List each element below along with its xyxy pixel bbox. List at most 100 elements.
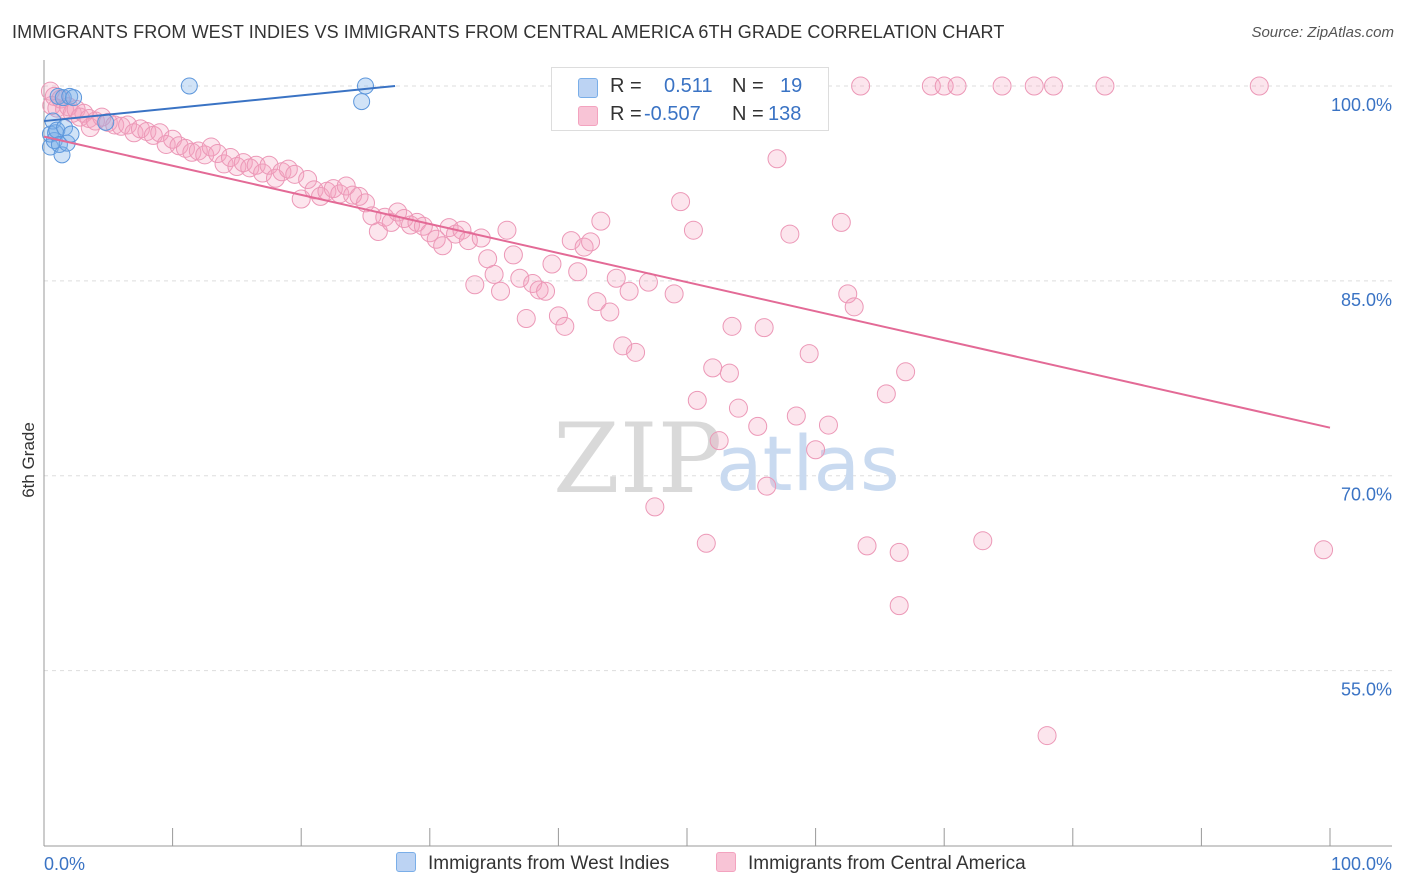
data-point-central-america (619, 281, 639, 301)
data-point-central-america (728, 398, 748, 418)
legend-n-value: 19 (780, 75, 803, 97)
data-point-central-america (368, 221, 388, 241)
data-point-central-america (529, 280, 549, 300)
legend-row-west-indies: R = 0.511 N = 19 (552, 72, 828, 102)
y-tick-label: 55.0% (1341, 680, 1392, 700)
data-point-central-america (606, 268, 626, 288)
bottom-legend-swatch-pink (716, 852, 736, 872)
legend-swatch-pink (578, 106, 598, 126)
data-point-central-america (253, 163, 273, 183)
y-tick-label: 70.0% (1341, 485, 1392, 505)
data-point-central-america (497, 220, 517, 240)
data-point-central-america (683, 220, 703, 240)
data-point-central-america (709, 431, 729, 451)
data-point-central-america (799, 344, 819, 364)
data-point-west-indies (180, 77, 198, 95)
watermark-atlas: atlas (716, 419, 900, 508)
data-point-central-america (876, 384, 896, 404)
data-point-central-america (857, 536, 877, 556)
bottom-legend-west-indies: Immigrants from West Indies (396, 852, 669, 878)
legend-r-label: R = (610, 75, 642, 97)
data-point-central-america (298, 170, 318, 190)
correlation-legend: R = 0.511 N = 19 R = -0.507 N = 138 (551, 67, 829, 131)
watermark: ZIP atlas (553, 403, 900, 515)
x-tick-label-min: 0.0% (44, 854, 85, 874)
data-point-central-america (1314, 540, 1334, 560)
data-point-west-indies (353, 93, 371, 111)
data-point-central-america (780, 224, 800, 244)
data-point-central-america (542, 254, 562, 274)
trend-line-central-america (43, 135, 1331, 429)
data-point-central-america (722, 316, 742, 336)
legend-n-label: N = (732, 103, 764, 125)
data-point-central-america (626, 342, 646, 362)
bottom-legend-swatch-blue (396, 852, 416, 872)
bottom-legend-central-america: Immigrants from Central America (716, 852, 1026, 878)
axis-labels: 55.0% 70.0% 85.0% 100.0% 0.0% 100.0% 6th Grade (19, 95, 1392, 874)
chart-source: Source: ZipAtlas.com (1251, 24, 1394, 41)
legend-swatch-blue (578, 78, 598, 98)
legend-r-label: R = (610, 103, 642, 125)
data-point-central-america (208, 144, 228, 164)
data-point-central-america (568, 262, 588, 282)
data-point-central-america (754, 318, 774, 338)
data-point-central-america (503, 245, 523, 265)
data-point-west-indies (62, 125, 80, 143)
data-point-central-america (645, 497, 665, 517)
data-point-central-america (1024, 76, 1044, 96)
data-point-central-america (818, 415, 838, 435)
data-point-central-america (581, 232, 601, 252)
data-point-central-america (465, 275, 485, 295)
y-axis-label: 6th Grade (19, 422, 38, 498)
data-point-west-indies (65, 89, 83, 107)
legend-r-value: -0.507 (644, 103, 701, 125)
data-point-central-america (510, 268, 530, 288)
data-point-central-america (806, 440, 826, 460)
data-point-central-america (992, 76, 1012, 96)
data-point-central-america (947, 76, 967, 96)
data-point-central-america (1249, 76, 1269, 96)
data-point-central-america (548, 306, 568, 326)
y-tick-label: 85.0% (1341, 290, 1392, 310)
data-point-west-indies (97, 113, 115, 131)
data-point-central-america (491, 281, 511, 301)
series-central-america (40, 76, 1334, 746)
data-point-central-america (748, 416, 768, 436)
legend-r-value: 0.511 (664, 75, 713, 97)
data-point-central-america (516, 309, 536, 329)
data-point-central-america (574, 237, 594, 257)
watermark-zip: ZIP (553, 403, 722, 515)
data-point-central-america (703, 358, 723, 378)
axes (43, 60, 1392, 847)
data-point-central-america (587, 292, 607, 312)
data-point-central-america (600, 302, 620, 322)
legend-n-label: N = (732, 75, 764, 97)
data-point-central-america (591, 211, 611, 231)
data-point-central-america (896, 362, 916, 382)
data-point-central-america (1037, 726, 1057, 746)
data-point-west-indies (54, 89, 72, 107)
y-tick-label: 100.0% (1331, 95, 1392, 115)
data-point-central-america (381, 212, 401, 232)
data-point-central-america (536, 281, 556, 301)
gridlines (44, 85, 1392, 672)
data-point-central-america (889, 596, 909, 616)
data-point-central-america (844, 297, 864, 317)
data-point-central-america (851, 76, 871, 96)
data-point-central-america (973, 531, 993, 551)
trend-lines (43, 84, 1331, 429)
data-point-west-indies (357, 77, 374, 95)
data-point-central-america (889, 542, 909, 562)
data-point-central-america (786, 406, 806, 426)
bottom-legend-label-central-america: Immigrants from Central America (748, 853, 1026, 874)
data-point-central-america (433, 236, 453, 256)
data-point-central-america (757, 476, 777, 496)
data-point-central-america (1044, 76, 1064, 96)
data-point-central-america (664, 284, 684, 304)
data-point-central-america (671, 192, 691, 212)
data-point-central-america (831, 212, 851, 232)
trend-line-west-indies (43, 84, 396, 123)
data-point-central-america (555, 316, 575, 336)
data-point-central-america (767, 149, 787, 169)
